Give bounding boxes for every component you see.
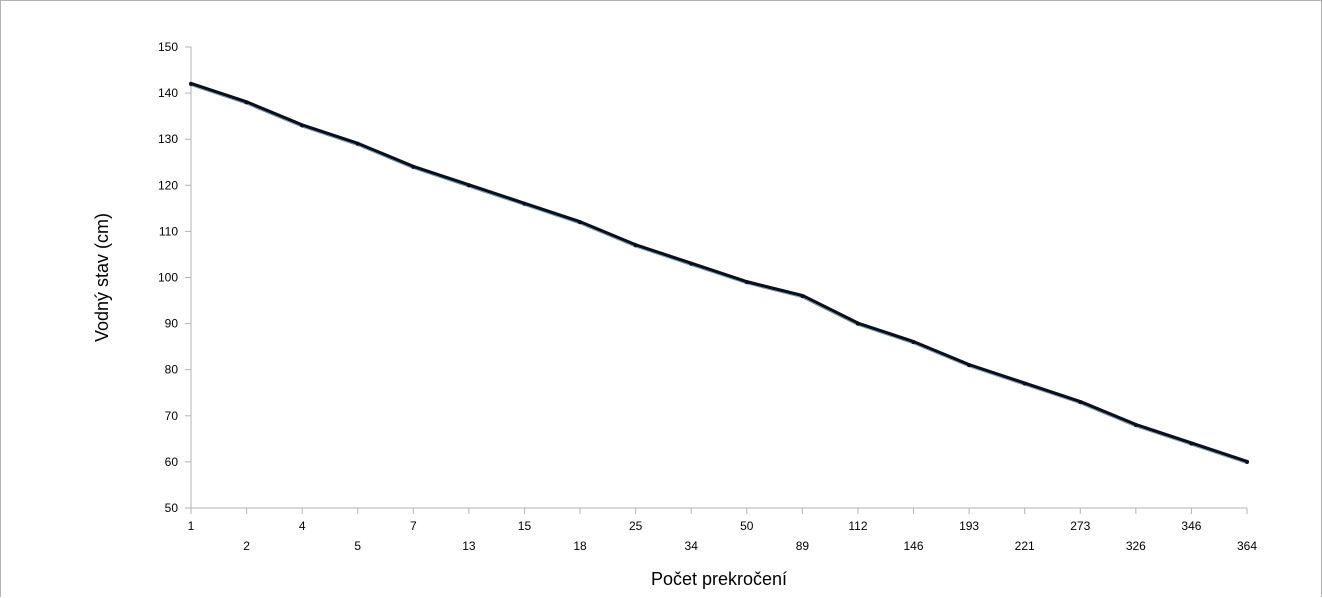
x-tick-label: 89 [796,539,810,553]
x-tick-label: 1 [188,519,195,533]
x-tick-label: 326 [1126,539,1146,553]
y-tick-label: 120 [158,178,178,192]
x-axis-title: Počet prekročení [651,569,787,589]
x-tick-label: 25 [629,519,643,533]
x-tick-label: 273 [1070,519,1090,533]
x-tick-label: 15 [518,519,532,533]
data-point [189,81,193,86]
y-tick-label: 150 [158,40,178,54]
y-tick-label: 60 [165,455,179,469]
x-tick-label: 18 [573,539,587,553]
y-tick-label: 90 [165,317,179,331]
y-axis-ticks: 50 60 70 80 90 100 110 120 130 140 150 [158,40,191,515]
data-point [1245,459,1249,464]
series-line [189,81,1249,464]
y-tick-label: 50 [165,501,179,515]
x-axis-ticks: 1 2 4 5 7 13 15 18 25 34 50 89 112 146 193 221 273 326 346… [188,508,1257,553]
series-line-highlight [190,85,1248,464]
y-axis-title: Vodný stav (cm) [92,213,112,342]
x-tick-label: 221 [1015,539,1035,553]
x-tick-label: 112 [848,519,867,533]
x-tick-label: 4 [299,519,306,533]
y-tick-label: 80 [165,363,179,377]
data-point [466,183,471,188]
data-point [633,243,638,248]
data-point [1022,381,1027,386]
data-point [411,164,416,169]
x-tick-label: 193 [959,519,979,533]
x-tick-label: 346 [1181,519,1201,533]
data-point [855,321,860,326]
series-layer [189,81,1249,464]
x-tick-label: 146 [904,539,924,553]
axes [190,47,1247,509]
data-point [1133,423,1138,428]
data-point [967,363,972,368]
data-point [744,280,749,285]
x-tick-label: 7 [410,519,417,533]
data-point [244,100,249,105]
y-tick-label: 130 [158,132,178,146]
x-tick-label: 50 [740,519,754,533]
x-tick-label: 364 [1237,539,1257,553]
y-tick-label: 70 [165,409,179,423]
data-point [1078,399,1083,404]
data-point [689,261,694,266]
data-point [300,123,305,128]
data-point [800,293,805,298]
data-point [355,141,360,146]
x-tick-label: 5 [354,539,361,553]
x-tick-label: 2 [243,539,250,553]
data-point [1189,441,1194,446]
data-point [911,340,916,345]
data-point [522,201,527,206]
y-tick-label: 110 [159,224,178,238]
y-tick-label: 100 [158,271,178,285]
x-tick-label: 13 [462,539,476,553]
y-tick-label: 140 [158,86,178,100]
x-tick-label: 34 [685,539,699,553]
data-point [578,220,583,225]
